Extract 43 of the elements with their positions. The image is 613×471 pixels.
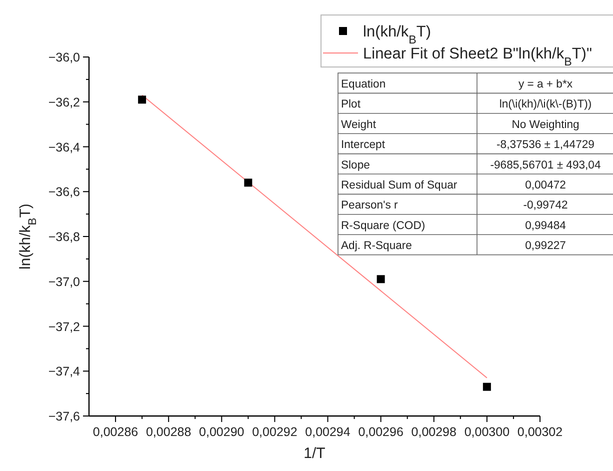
annotation: 0,99227: [525, 240, 566, 252]
annotation: -9685,56701 ± 493,04: [490, 159, 601, 172]
point: [482, 382, 491, 391]
y-tick-label: −37,4: [48, 364, 80, 379]
point: [244, 178, 252, 187]
annotation: Adj. R-Square: [341, 240, 412, 252]
point: [138, 96, 146, 104]
y-tick-label: −36,6: [48, 185, 80, 200]
annotation: R-Square (COD): [341, 220, 426, 232]
legend-label: ln(kh/k$_{B}$T): [363, 24, 432, 46]
annotation: 0,99484: [525, 220, 566, 232]
x-tick-label: 0,00292: [252, 425, 298, 439]
annotation: 0,00472: [525, 180, 566, 192]
y-tick-label: −37,0: [48, 274, 80, 289]
x-tick-label: 0,00290: [199, 425, 244, 439]
annotation: y = a + b*x: [518, 78, 573, 90]
x-axis-title: 1/T: [304, 445, 326, 462]
annotation: Slope: [341, 159, 370, 172]
x-tick-label: 0,00298: [411, 425, 457, 439]
x-tick-label: 0,00296: [358, 425, 404, 439]
y-tick-label: −37,2: [48, 320, 80, 334]
annotation: Intercept: [341, 139, 386, 152]
annotation: -0,99742: [523, 200, 568, 212]
x-tick-label: 0,00300: [464, 425, 510, 439]
point: [376, 275, 385, 284]
legend-label: Linear Fit of Sheet2 B"ln(kh/k$_{B}$T)": [363, 46, 592, 68]
x-tick-label: 0,00288: [146, 425, 192, 439]
x-tick-label: 0,00294: [305, 425, 350, 439]
y-tick-label: −36,8: [48, 230, 80, 244]
x-tick-label: 0,00286: [92, 425, 138, 439]
annotation: Residual Sum of Squar: [341, 180, 458, 192]
y-tick-label: −36,4: [48, 140, 80, 154]
y-tick-label: −37,6: [48, 410, 80, 424]
annotation: No Weighting: [512, 118, 580, 131]
annotation: ln(\i(kh)/\i(k\-(B)T)): [499, 98, 592, 111]
annotation: Equation: [341, 78, 386, 90]
y-tick-label: −36,2: [48, 95, 80, 110]
x-tick-label: 0,00302: [517, 425, 563, 439]
y-tick-label: −36,0: [48, 50, 80, 64]
annotation: Weight: [341, 118, 377, 131]
annotation: Plot: [341, 98, 362, 111]
annotation: -8,37536 ± 1,44729: [496, 139, 594, 152]
annotation: Pearson's r: [341, 200, 398, 212]
